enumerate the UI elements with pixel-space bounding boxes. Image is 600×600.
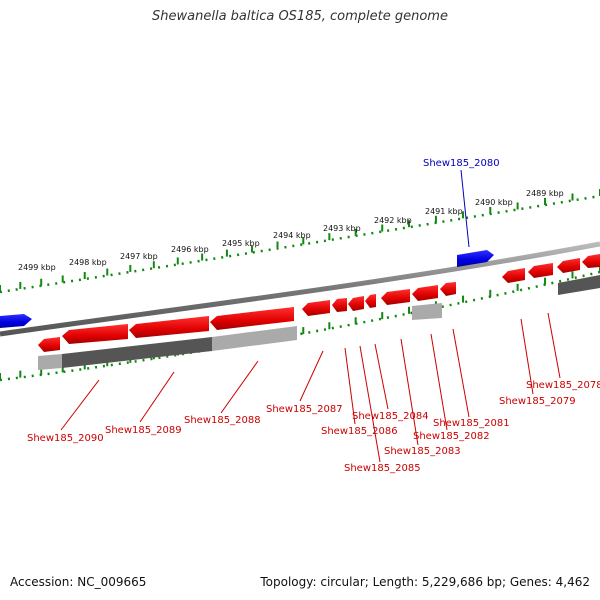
forward-genes [0, 250, 494, 328]
feature-bar [62, 337, 212, 368]
callout-shew185-2080 [460, 169, 470, 248]
kbp-label: 2496 kbp [171, 245, 209, 254]
feature-bar [412, 303, 442, 320]
forward-gene-left[interactable] [0, 314, 32, 328]
kbp-label: 2494 kbp [273, 231, 311, 240]
reverse-gene[interactable] [412, 285, 438, 301]
reverse-gene[interactable] [381, 289, 410, 305]
gene-label-shew185-2078[interactable]: Shew185_2078 [526, 380, 600, 391]
feature-bar [558, 275, 600, 295]
reverse-gene[interactable] [582, 254, 600, 268]
reverse-gene[interactable] [129, 316, 209, 338]
callout-line [520, 318, 534, 395]
genome-title: Shewanella baltica OS185, complete genom… [152, 9, 448, 24]
gene-label-shew185-2083[interactable]: Shew185_2083 [384, 446, 461, 457]
gene-label-shew185-2090[interactable]: Shew185_2090 [27, 433, 104, 444]
feature-bar [38, 354, 62, 370]
callout-line [344, 347, 356, 425]
gene-label-shew185-2080[interactable]: Shew185_2080 [423, 158, 500, 169]
reverse-gene[interactable] [62, 324, 128, 344]
genome-summary-text: Topology: circular; Length: 5,229,686 bp… [260, 575, 590, 589]
reverse-gene[interactable] [440, 282, 456, 296]
kbp-label: 2492 kbp [374, 216, 412, 225]
outer-major-ticks [0, 189, 600, 292]
gene-label-shew185-2089[interactable]: Shew185_2089 [105, 425, 182, 436]
callout-line [430, 333, 448, 431]
callout-line [359, 345, 381, 463]
forward-gene-shew185-2080[interactable] [457, 250, 494, 267]
accession-text: Accession: NC_009665 [10, 575, 147, 589]
gene-label-shew185-2086[interactable]: Shew185_2086 [321, 426, 398, 437]
gene-label-shew185-2087[interactable]: Shew185_2087 [266, 404, 343, 415]
gene-label-shew185-2085[interactable]: Shew185_2085 [344, 463, 421, 474]
callout-line [299, 350, 324, 402]
kbp-label: 2491 kbp [425, 207, 463, 216]
kbp-label: 2495 kbp [222, 239, 260, 248]
gene-label-shew185-2082[interactable]: Shew185_2082 [413, 431, 490, 442]
feature-bars [38, 275, 600, 370]
kbp-label: 2497 kbp [120, 252, 158, 261]
gene-label-shew185-2081[interactable]: Shew185_2081 [433, 418, 510, 429]
gene-label-shew185-2084[interactable]: Shew185_2084 [352, 411, 429, 422]
callout-line [374, 343, 389, 410]
reverse-gene[interactable] [557, 258, 580, 273]
callout-line [139, 371, 175, 423]
reverse-gene[interactable] [38, 337, 60, 352]
reverse-gene[interactable] [332, 298, 347, 312]
reverse-gene[interactable] [210, 307, 294, 330]
reverse-gene[interactable] [502, 268, 525, 283]
callout-line [60, 379, 100, 431]
gene-label-shew185-2079[interactable]: Shew185_2079 [499, 396, 576, 407]
callout-line [452, 328, 470, 418]
reverse-gene[interactable] [302, 300, 330, 316]
feature-bar [212, 326, 297, 351]
reverse-callouts [60, 312, 561, 463]
genome-backbone [0, 241, 600, 337]
kbp-label: 2493 kbp [323, 224, 361, 233]
gene-label-shew185-2088[interactable]: Shew185_2088 [184, 415, 261, 426]
reverse-gene[interactable] [528, 263, 553, 278]
reverse-genes [38, 254, 600, 352]
kbp-label: 2499 kbp [18, 263, 56, 272]
reverse-gene[interactable] [365, 294, 376, 308]
reverse-gene[interactable] [348, 296, 364, 311]
kbp-label: 2490 kbp [475, 198, 513, 207]
callout-line [220, 360, 259, 414]
kbp-label: 2498 kbp [69, 258, 107, 267]
kbp-label: 2489 kbp [526, 189, 564, 198]
callout-line [547, 312, 561, 379]
callout-line [400, 338, 419, 446]
